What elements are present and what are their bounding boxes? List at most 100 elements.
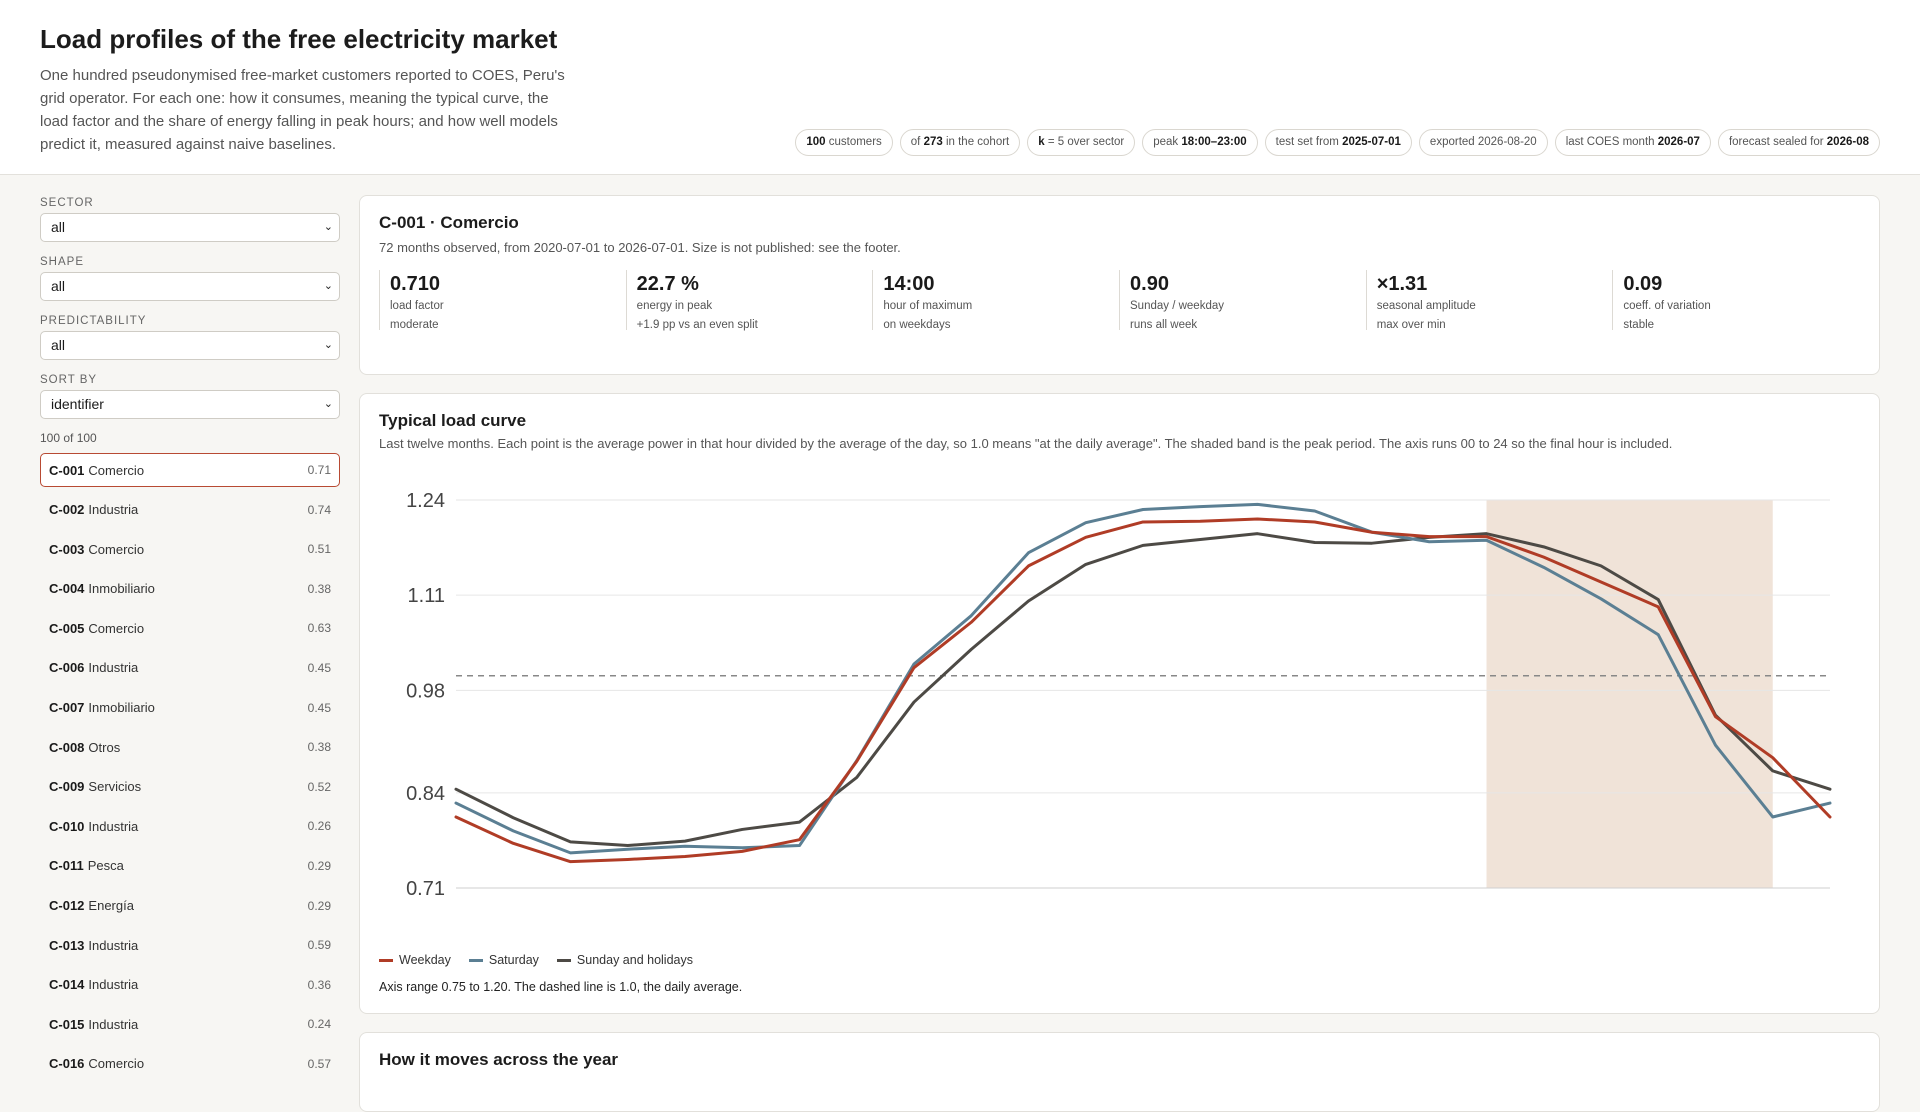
pill-text: last COES month (1565, 136, 1658, 148)
year-movement-title: How it moves across the year (379, 1050, 619, 1069)
meta-pill: forecast sealed for 2026-08 (1717, 129, 1880, 156)
customer-list-item[interactable]: C-005 Comercio 0.63 (40, 611, 340, 645)
legend-label: Weekday (399, 953, 451, 967)
customer-list-item[interactable]: C-010 Industria 0.26 (40, 809, 340, 843)
sort-select[interactable]: identifier ⌄ (40, 390, 340, 419)
load-curve-card: Typical load curve Last twelve months. E… (359, 393, 1880, 1014)
customer-id: C-011 (49, 858, 84, 874)
customer-id: C-006 (49, 660, 85, 676)
shape-select[interactable]: all ⌄ (40, 272, 340, 301)
chevron-down-icon: ⌄ (323, 339, 333, 351)
shape-filter-label: SHAPE (40, 256, 84, 268)
customer-list-item[interactable]: C-008 Otros 0.38 (40, 730, 340, 764)
customer-list-item[interactable]: C-001 Comercio 0.71 (40, 453, 340, 487)
customer-list-item[interactable]: C-004 Inmobiliario 0.38 (40, 572, 340, 606)
stat-note: max over min (1376, 319, 1446, 331)
customer-sector: Servicios (88, 779, 142, 795)
stat-value: 0.09 (1623, 273, 1663, 295)
customer-list-item[interactable]: C-009 Servicios 0.52 (40, 770, 340, 804)
pill-text: in the cohort (942, 136, 1010, 148)
customer-sector: Industria (88, 1016, 139, 1032)
meta-pill: 100 customers (795, 129, 893, 156)
customer-sector: Comercio (88, 541, 145, 557)
predictability-select[interactable]: all ⌄ (40, 331, 340, 360)
chart-note: Axis range 0.75 to 1.20. The dashed line… (379, 980, 743, 994)
meta-pill: last COES month 2026-07 (1554, 129, 1711, 156)
customer-id: C-005 (49, 620, 85, 636)
legend-item: Saturday (468, 953, 539, 967)
legend-item: Weekday (379, 953, 451, 967)
customer-list-item[interactable]: C-014 Industria 0.36 (40, 968, 340, 1002)
pill-value: 2025-07-01 (1342, 136, 1401, 148)
pill-text: forecast sealed for (1728, 136, 1827, 148)
pill-text: = 5 over sector (1044, 136, 1125, 148)
load-curve-chart: 1.241.110.980.840.71000306091215182124 (406, 490, 1832, 900)
customer-sector: Industria (88, 502, 139, 518)
y-tick-label: 1.24 (406, 490, 445, 512)
customer-load-factor: 0.38 (307, 581, 331, 596)
stat-value: 0.90 (1130, 273, 1169, 295)
series-line-saturday (454, 502, 1832, 855)
customer-id: C-004 (49, 581, 85, 597)
load-curve-subtitle: Last twelve months. Each point is the av… (379, 436, 1673, 451)
customer-list-item[interactable]: C-012 Energía 0.29 (40, 889, 340, 923)
customer-subtitle: 72 months observed, from 2020-07-01 to 2… (379, 240, 901, 255)
customer-list-item[interactable]: C-016 Comercio 0.57 (40, 1047, 340, 1080)
legend-label: Saturday (488, 953, 539, 967)
stat-block: 22.7 % energy in peak +1.9 pp vs an even s… (625, 270, 873, 331)
customer-id: C-003 (49, 541, 85, 557)
pill-value: 273 (923, 136, 943, 148)
chevron-down-icon: ⌄ (323, 280, 333, 292)
customer-sector: Industria (88, 818, 139, 834)
stat-block: 0.710 load factor moderate (379, 270, 626, 331)
customer-list-item[interactable]: C-007 Inmobiliario 0.45 (40, 691, 340, 725)
stat-label: seasonal amplitude (1376, 300, 1476, 312)
customer-list-item[interactable]: C-011 Pesca 0.29 (40, 849, 340, 883)
stat-value: ×1.31 (1376, 273, 1428, 295)
customer-load-factor: 0.57 (307, 1056, 331, 1071)
customer-list-item[interactable]: C-013 Industria 0.59 (40, 928, 340, 962)
load-curve-title: Typical load curve (379, 411, 527, 430)
predictability-filter-label: PREDICTABILITY (40, 315, 147, 327)
pill-text: test set from (1275, 136, 1343, 148)
customer-id: C-015 (49, 1016, 85, 1032)
customer-sector: Otros (88, 739, 121, 755)
stat-note: on weekdays (883, 319, 951, 331)
customer-sector: Inmobiliario (88, 581, 155, 597)
legend-swatch (379, 958, 393, 962)
chart-legend: Weekday Saturday Sunday and holidays (379, 953, 693, 967)
stat-label: Sunday / weekday (1130, 300, 1224, 312)
customer-id: C-009 (49, 779, 85, 795)
stat-block: ×1.31 seasonal amplitude max over min (1365, 270, 1613, 331)
stat-value: 22.7 % (636, 273, 699, 295)
customer-list-item[interactable]: C-006 Industria 0.45 (40, 651, 340, 685)
customer-list-item[interactable]: C-003 Comercio 0.51 (40, 532, 340, 566)
series-line-weekday (454, 517, 1832, 864)
customer-id: C-001 (49, 462, 85, 478)
meta-pills: 100 customers of 273 in the cohort k = 5 o… (795, 129, 1880, 156)
customer-load-factor: 0.38 (307, 740, 331, 755)
customer-sector: Pesca (87, 858, 124, 874)
customer-list-item[interactable]: C-002 Industria 0.74 (40, 493, 340, 527)
stat-value: 14:00 (883, 273, 935, 295)
customer-load-factor: 0.71 (307, 463, 331, 477)
stat-block: 14:00 hour of maximum on weekdays (872, 270, 1119, 331)
customer-list-item[interactable]: C-015 Industria 0.24 (40, 1007, 340, 1041)
page-subtitle: One hundred pseudonymised free-market cu… (40, 67, 565, 153)
sector-select[interactable]: all ⌄ (40, 213, 340, 242)
stat-block: 0.90 Sunday / weekday runs all week (1119, 270, 1366, 331)
customer-load-factor: 0.29 (307, 898, 331, 913)
customer-id: C-013 (49, 937, 85, 953)
customer-id: C-010 (49, 818, 85, 834)
sector-select-value: all (51, 219, 66, 235)
legend-label: Sunday and holidays (576, 953, 693, 967)
chevron-down-icon: ⌄ (323, 221, 333, 233)
customer-sector: Inmobiliario (88, 700, 155, 716)
customer-load-factor: 0.74 (307, 502, 331, 517)
sort-select-value: identifier (51, 396, 104, 412)
customer-sector: Industria (88, 937, 139, 953)
result-count: 100 of 100 (40, 431, 97, 445)
y-tick-label: 0.71 (406, 878, 445, 900)
page-title: Load profiles of the free electricity ma… (40, 24, 558, 54)
customer-load-factor: 0.51 (307, 542, 331, 557)
